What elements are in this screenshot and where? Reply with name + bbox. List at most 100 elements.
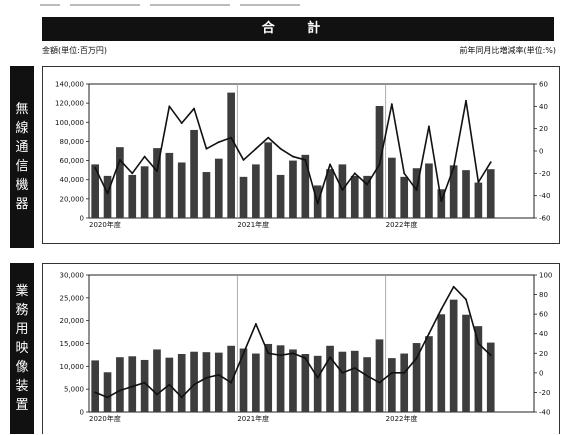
panel1-yoy-point-27 bbox=[428, 125, 430, 128]
panel2-y-tick-label-6: 30,000 bbox=[60, 272, 85, 280]
panel2-y2-tick-label-5: 60 bbox=[539, 311, 548, 319]
panel1-yoy-point-20 bbox=[341, 189, 344, 191]
panel2-bar-27 bbox=[425, 336, 433, 412]
panel1-bar-25 bbox=[400, 176, 409, 218]
panel2-y2-tick-label-3: 20 bbox=[539, 350, 548, 358]
panel2-yoy-point-26 bbox=[415, 357, 418, 360]
panel1-yoy-point-4 bbox=[143, 155, 146, 158]
panel2-y2-tick-label-4: 40 bbox=[539, 330, 548, 338]
panel2-side-label-char-1: 務 bbox=[15, 303, 29, 318]
panel2-yoy-point-22 bbox=[366, 374, 369, 377]
panel1-yoy-point-0 bbox=[94, 166, 97, 169]
panel1-yoy-point-30 bbox=[465, 99, 467, 102]
panel2-yoy-point-2 bbox=[119, 389, 121, 392]
panel2-bar-19 bbox=[326, 345, 334, 412]
panel1-chart-svg: 0 20,000 40,000 60,000 80,000 100,000 120,000 1… bbox=[55, 81, 550, 230]
panel1-side-label-char-3: 信 bbox=[15, 159, 29, 174]
panel2-bar-17 bbox=[301, 354, 310, 412]
panel1-bar-30 bbox=[462, 170, 470, 218]
panel1-bar-6 bbox=[165, 152, 174, 218]
panel1-y2-tick-label-3: 0 bbox=[539, 148, 543, 156]
panel1-yoy-point-10 bbox=[217, 141, 220, 143]
panel2-bar-22 bbox=[363, 357, 371, 412]
panel1-y2-tick-label-1: -40 bbox=[539, 192, 550, 200]
panel2-bar-0 bbox=[91, 360, 100, 412]
panel1-side-label-char-4: 機 bbox=[15, 178, 29, 193]
panel1-y2-tick-label-5: 40 bbox=[539, 103, 548, 111]
panel2-y-tick-label-1: 5,000 bbox=[64, 386, 84, 394]
panel1-side-label-char-5: 器 bbox=[15, 197, 29, 212]
panel1-y-tick-label-7: 140,000 bbox=[55, 81, 84, 89]
panel2-x-tick-label-1: 2021年度 bbox=[237, 414, 269, 423]
panel1-bar-10 bbox=[214, 158, 223, 218]
panel2-bar-24 bbox=[388, 358, 396, 412]
panel2-bar-28 bbox=[437, 314, 446, 412]
panel2-yoy-point-13 bbox=[254, 323, 257, 325]
panel2-yoy-point-9 bbox=[205, 376, 208, 379]
panel1-bar-5 bbox=[153, 148, 161, 218]
panel1-bar-8 bbox=[190, 129, 198, 218]
panel1-yoy-point-7 bbox=[180, 122, 183, 124]
panel1-bar-0 bbox=[91, 164, 100, 218]
panel1-yoy-point-22 bbox=[366, 183, 369, 186]
panel2-yoy-point-5 bbox=[156, 393, 158, 396]
panel2-bar-11 bbox=[227, 345, 235, 412]
panel1-yoy-point-19 bbox=[329, 163, 331, 166]
panel2-side-label: 業務用映像装置 bbox=[10, 263, 34, 434]
panel2-yoy-point-15 bbox=[279, 354, 282, 357]
panel2-bar-3 bbox=[128, 356, 137, 412]
panel1-bar-11 bbox=[227, 92, 235, 218]
panel1-yoy-point-23 bbox=[378, 163, 381, 166]
panel1-yoy-point-14 bbox=[267, 136, 270, 139]
panel1-bar-16 bbox=[289, 160, 297, 218]
panel1-x-tick-label-2: 2022年度 bbox=[386, 220, 418, 229]
panel1-y2-tick-label-2: -20 bbox=[539, 170, 550, 178]
panel2-side-label-char-0: 業 bbox=[15, 284, 29, 299]
panel2-yoy-point-6 bbox=[168, 383, 171, 386]
panel1-y2-tick-label-6: 60 bbox=[539, 81, 548, 89]
panel2-bar-20 bbox=[338, 351, 347, 412]
panel1-yoy-point-2 bbox=[119, 159, 121, 161]
panel2-bar-21 bbox=[350, 350, 359, 412]
panel2-bar-8 bbox=[190, 351, 198, 412]
panel2-yoy-point-27 bbox=[428, 332, 430, 335]
panel1-y-tick-label-4: 80,000 bbox=[60, 138, 85, 146]
panel2-y2-tick-label-1: -20 bbox=[539, 389, 550, 397]
panel1-bar-7 bbox=[177, 162, 186, 218]
panel2-y-tick-label-2: 10,000 bbox=[60, 363, 85, 371]
panel2-yoy-point-29 bbox=[452, 285, 455, 288]
panel2-bar-23 bbox=[375, 339, 384, 412]
panel2-side-label-char-3: 映 bbox=[15, 341, 29, 356]
panel2-bar-13 bbox=[252, 353, 260, 412]
panel1-bar-12 bbox=[239, 176, 248, 218]
panel2-yoy-point-4 bbox=[143, 381, 146, 384]
panel2-yoy-point-23 bbox=[378, 381, 381, 384]
panel2-yoy-point-10 bbox=[217, 373, 220, 376]
panel2-y2-tick-label-2: 0 bbox=[539, 369, 543, 377]
panel2-yoy-point-17 bbox=[304, 357, 307, 360]
panel1-y2-tick-label-0: -60 bbox=[539, 215, 550, 223]
panel2-yoy-point-25 bbox=[403, 371, 406, 374]
panel2-yoy-point-31 bbox=[477, 342, 480, 345]
panel1-side-label-char-0: 無 bbox=[15, 102, 29, 117]
panel2-x-tick-label-2: 2022年度 bbox=[386, 414, 418, 423]
panel2-yoy-point-28 bbox=[440, 308, 443, 311]
panel2-bar-5 bbox=[153, 349, 161, 412]
panel2-chart-svg: 0 5,000 10,000 15,000 20,000 25,000 30,000 -40 -… bbox=[60, 272, 553, 424]
panel1-y-tick-label-1: 20,000 bbox=[60, 195, 85, 203]
panel1-yoy-point-31 bbox=[477, 181, 480, 184]
panel1-y-tick-label-0: 0 bbox=[80, 215, 84, 223]
panel1-bar-26 bbox=[412, 168, 421, 218]
panel2-bar-2 bbox=[116, 357, 124, 412]
panel1-yoy-point-29 bbox=[452, 166, 455, 169]
panel1-x-tick-label-1: 2021年度 bbox=[237, 220, 269, 229]
panel1-x-tick-label-0: 2020年度 bbox=[89, 220, 121, 229]
section-header: 合 計 bbox=[42, 17, 554, 41]
panel2-y-tick-label-4: 20,000 bbox=[60, 317, 85, 325]
panel2-yoy-point-0 bbox=[94, 391, 97, 394]
panel1-yoy-point-32 bbox=[489, 161, 492, 164]
panel2-bar-10 bbox=[214, 352, 223, 412]
panel1-yoy-point-28 bbox=[440, 200, 443, 203]
panel1-chart: 0 20,000 40,000 60,000 80,000 100,000 120,000 1… bbox=[42, 66, 560, 244]
panel1-yoy-point-9 bbox=[205, 147, 208, 150]
